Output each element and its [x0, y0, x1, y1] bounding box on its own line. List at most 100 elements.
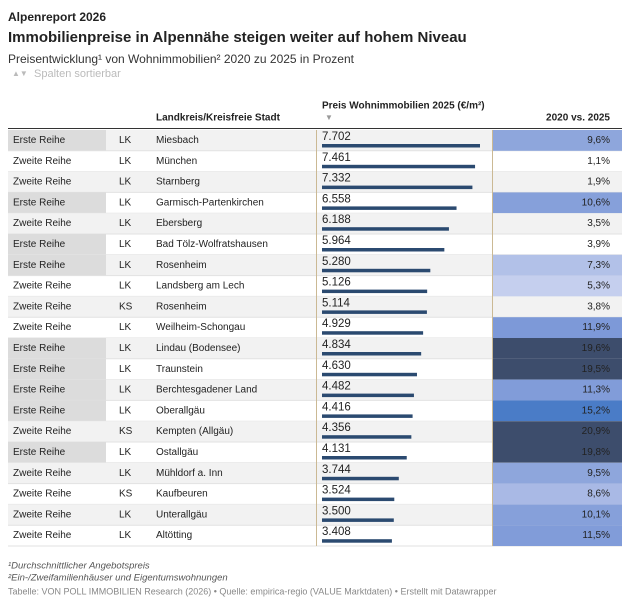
column-header[interactable]: 2020 vs. 2025	[546, 113, 610, 124]
kind: KS	[119, 426, 133, 437]
row-stripe	[8, 379, 622, 401]
row-stripe	[8, 504, 622, 526]
group-cell	[8, 358, 106, 380]
change-label: 7,3%	[587, 260, 610, 271]
group: Zweite Reihe	[13, 218, 72, 229]
price-bar	[322, 164, 476, 169]
kind: LK	[119, 156, 132, 167]
column-header[interactable]: Landkreis/Kreisfreie Stadt	[156, 113, 281, 124]
name: Bad Tölz-Wolfratshausen	[156, 239, 268, 250]
name: Kempten (Allgäu)	[156, 426, 233, 437]
group: Erste Reihe	[13, 260, 66, 271]
kind: LK	[119, 447, 132, 458]
change-label: 3,8%	[587, 301, 610, 312]
kind: LK	[119, 260, 132, 271]
change-label: 19,5%	[582, 364, 610, 375]
change-label: 9,6%	[587, 135, 610, 146]
price-label: 5.964	[322, 235, 351, 247]
change-label: 11,3%	[582, 385, 610, 396]
change-label: 3,5%	[587, 218, 610, 229]
change-label: 19,8%	[582, 447, 610, 458]
group: Erste Reihe	[13, 343, 66, 354]
price-label: 5.114	[322, 297, 351, 309]
group: Zweite Reihe	[13, 426, 72, 437]
price-label: 4.630	[322, 360, 351, 372]
price-label: 3.524	[322, 485, 351, 497]
row-stripe	[8, 462, 622, 484]
price-bar	[322, 539, 392, 543]
kind: LK	[119, 364, 132, 375]
price-bar	[322, 372, 417, 377]
price-bar	[322, 331, 424, 335]
change-cell	[493, 525, 622, 546]
price-label: 4.131	[322, 443, 351, 455]
price-label: 7.332	[322, 173, 351, 185]
sort-hint: Spalten sortierbar	[34, 68, 121, 80]
price-label: 4.416	[322, 401, 351, 413]
group: Erste Reihe	[13, 239, 66, 250]
column-header[interactable]: Preis Wohnimmobilien 2025 (€/m²)	[322, 101, 485, 112]
change-cell	[493, 400, 622, 422]
group-cell	[8, 400, 106, 422]
price-label: 5.280	[322, 256, 351, 268]
kind: LK	[119, 239, 132, 250]
change-label: 15,2%	[582, 405, 610, 416]
row-stripe	[8, 213, 622, 234]
group: Erste Reihe	[13, 385, 66, 396]
price-bar	[322, 227, 449, 231]
subtitle: Preisentwicklung¹ von Wohnimmobilien² 20…	[8, 52, 355, 66]
source: Tabelle: VON POLL IMMOBILIEN Research (2…	[8, 586, 496, 596]
change-label: 5,3%	[587, 281, 610, 292]
kind: LK	[119, 135, 132, 146]
kind: KS	[119, 489, 133, 500]
name: Miesbach	[156, 135, 199, 146]
group: Erste Reihe	[13, 135, 66, 146]
price-label: 6.558	[322, 193, 351, 205]
kind: LK	[119, 218, 132, 229]
change-label: 11,9%	[582, 322, 610, 333]
price-bar	[322, 414, 413, 418]
kind: LK	[119, 281, 132, 292]
change-label: 3,9%	[587, 239, 610, 250]
name: Unterallgäu	[156, 509, 207, 520]
price-bar	[322, 206, 457, 210]
price-label: 4.482	[322, 381, 351, 393]
group: Erste Reihe	[13, 405, 66, 416]
change-cell	[493, 130, 622, 151]
change-label: 10,1%	[582, 509, 610, 520]
price-label: 6.188	[322, 214, 351, 226]
price-bar	[322, 310, 427, 314]
price-label: 4.929	[322, 318, 351, 330]
change-label: 1,9%	[587, 177, 610, 188]
name: Oberallgäu	[156, 405, 205, 416]
group: Zweite Reihe	[13, 509, 72, 520]
name: Ostallgäu	[156, 447, 198, 458]
price-bar	[322, 144, 480, 148]
group-cell	[8, 130, 106, 151]
name: Garmisch-Partenkirchen	[156, 197, 264, 208]
change-cell	[493, 421, 622, 442]
price-bar	[322, 352, 422, 356]
title: Immobilienpreise in Alpennähe steigen we…	[8, 29, 467, 46]
name: Mühldorf a. Inn	[156, 468, 223, 479]
kind: LK	[119, 197, 132, 208]
kind: LK	[119, 509, 132, 520]
kind: LK	[119, 468, 132, 479]
change-label: 8,6%	[587, 489, 610, 500]
price-label: 5.126	[322, 277, 351, 289]
group-cell	[8, 338, 106, 359]
name: Rosenheim	[156, 301, 207, 312]
kind: LK	[119, 385, 132, 396]
kicker: Alpenreport 2026	[8, 10, 106, 24]
change-cell	[493, 275, 622, 297]
row-stripe	[8, 338, 622, 359]
kind: LK	[119, 177, 132, 188]
price-bar	[322, 456, 407, 460]
price-bar	[322, 476, 399, 481]
price-bar	[322, 518, 394, 522]
sort-icon: ▼	[325, 113, 333, 122]
change-cell	[493, 338, 622, 359]
change-cell	[493, 317, 622, 338]
group: Erste Reihe	[13, 197, 66, 208]
